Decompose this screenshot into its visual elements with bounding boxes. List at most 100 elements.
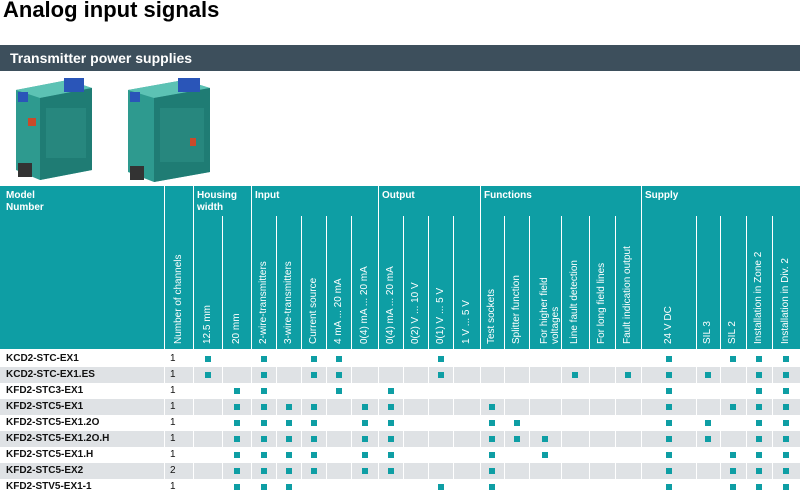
table-row: KCD2-STC-EX1 1	[0, 351, 800, 367]
cell-divider	[696, 367, 697, 383]
cell-divider	[378, 351, 379, 367]
cell-divider	[615, 415, 616, 431]
cell-divider	[504, 399, 505, 415]
cell-divider	[529, 415, 530, 431]
feature-mark	[260, 404, 267, 410]
feature-mark	[310, 420, 317, 426]
cell-divider	[351, 383, 352, 399]
cell-divider	[453, 351, 454, 367]
cell-divider	[193, 463, 194, 479]
cell-divider	[696, 447, 697, 463]
channel-count: 1	[170, 353, 176, 364]
feature-mark	[489, 420, 495, 426]
cell-divider	[351, 463, 352, 479]
feature-mark	[665, 388, 672, 394]
cell-divider	[164, 399, 165, 415]
cell-divider	[720, 351, 721, 367]
cell-divider	[772, 431, 773, 447]
model-number: KFD2-STC5-EX1.2O.H	[6, 433, 110, 444]
cell-divider	[746, 431, 747, 447]
model-number: KFD2-STC5-EX1.H	[6, 449, 94, 460]
cell-divider	[453, 431, 454, 447]
feature-mark	[285, 468, 292, 474]
cell-divider	[504, 479, 505, 495]
cell-divider	[326, 351, 327, 367]
cell-divider	[615, 463, 616, 479]
column-header: For long field lines	[596, 262, 607, 344]
cell-divider	[772, 479, 773, 495]
cell-divider	[615, 383, 616, 399]
cell-divider	[589, 383, 590, 399]
cell-divider	[326, 399, 327, 415]
cell-divider	[403, 479, 404, 495]
column-divider	[164, 186, 165, 349]
cell-divider	[480, 415, 481, 431]
cell-divider	[746, 351, 747, 367]
feature-mark	[285, 420, 292, 426]
column-header: 0(4) mA ... 20 mA	[358, 266, 370, 344]
feature-mark	[783, 468, 789, 474]
feature-mark	[285, 436, 292, 442]
cell-divider	[378, 479, 379, 495]
column-divider	[378, 186, 379, 349]
cell-divider	[589, 399, 590, 415]
cell-divider	[222, 351, 223, 367]
feature-mark	[730, 356, 736, 362]
feature-mark	[387, 420, 394, 426]
feature-mark	[665, 484, 672, 490]
cell-divider	[193, 415, 194, 431]
cell-divider	[193, 431, 194, 447]
feature-mark	[756, 452, 762, 458]
cell-divider	[193, 479, 194, 495]
cell-divider	[301, 447, 302, 463]
feature-mark	[361, 452, 368, 458]
cell-divider	[193, 447, 194, 463]
cell-divider	[251, 447, 252, 463]
table-row: KFD2-STC3-EX1 1	[0, 383, 800, 399]
feature-mark	[437, 372, 444, 378]
cell-divider	[276, 399, 277, 415]
cell-divider	[453, 415, 454, 431]
cell-divider	[529, 431, 530, 447]
feature-mark	[730, 452, 736, 458]
table-header	[0, 186, 800, 349]
cell-divider	[696, 431, 697, 447]
feature-mark	[756, 388, 762, 394]
column-divider	[276, 216, 277, 349]
cell-divider	[301, 479, 302, 495]
feature-mark	[260, 356, 267, 362]
feature-mark	[437, 484, 444, 490]
feature-mark	[665, 468, 672, 474]
column-divider	[772, 216, 773, 349]
feature-mark	[489, 484, 495, 490]
channel-count: 1	[170, 369, 176, 380]
cell-divider	[276, 367, 277, 383]
column-header: Number of channels	[172, 254, 184, 345]
cell-divider	[480, 351, 481, 367]
cell-divider	[403, 351, 404, 367]
cell-divider	[589, 431, 590, 447]
column-header: 12.5 mm	[201, 305, 213, 344]
table-row: KCD2-STC-EX1.ES 1	[0, 367, 800, 383]
cell-divider	[378, 399, 379, 415]
cell-divider	[746, 415, 747, 431]
cell-divider	[251, 463, 252, 479]
channel-count: 1	[170, 433, 176, 444]
cell-divider	[453, 399, 454, 415]
cell-divider	[641, 463, 642, 479]
cell-divider	[351, 415, 352, 431]
column-header: Installation in Div. 2	[780, 258, 791, 344]
cell-divider	[772, 383, 773, 399]
cell-divider	[529, 351, 530, 367]
feature-mark	[756, 404, 762, 410]
feature-mark	[233, 420, 240, 426]
model-number: KFD2-STC5-EX2	[6, 465, 84, 476]
cell-divider	[696, 479, 697, 495]
cell-divider	[696, 415, 697, 431]
column-divider	[222, 216, 223, 349]
feature-mark	[665, 356, 672, 362]
cell-divider	[746, 367, 747, 383]
column-header: SIL 3	[702, 321, 713, 344]
cell-divider	[720, 367, 721, 383]
cell-divider	[641, 367, 642, 383]
